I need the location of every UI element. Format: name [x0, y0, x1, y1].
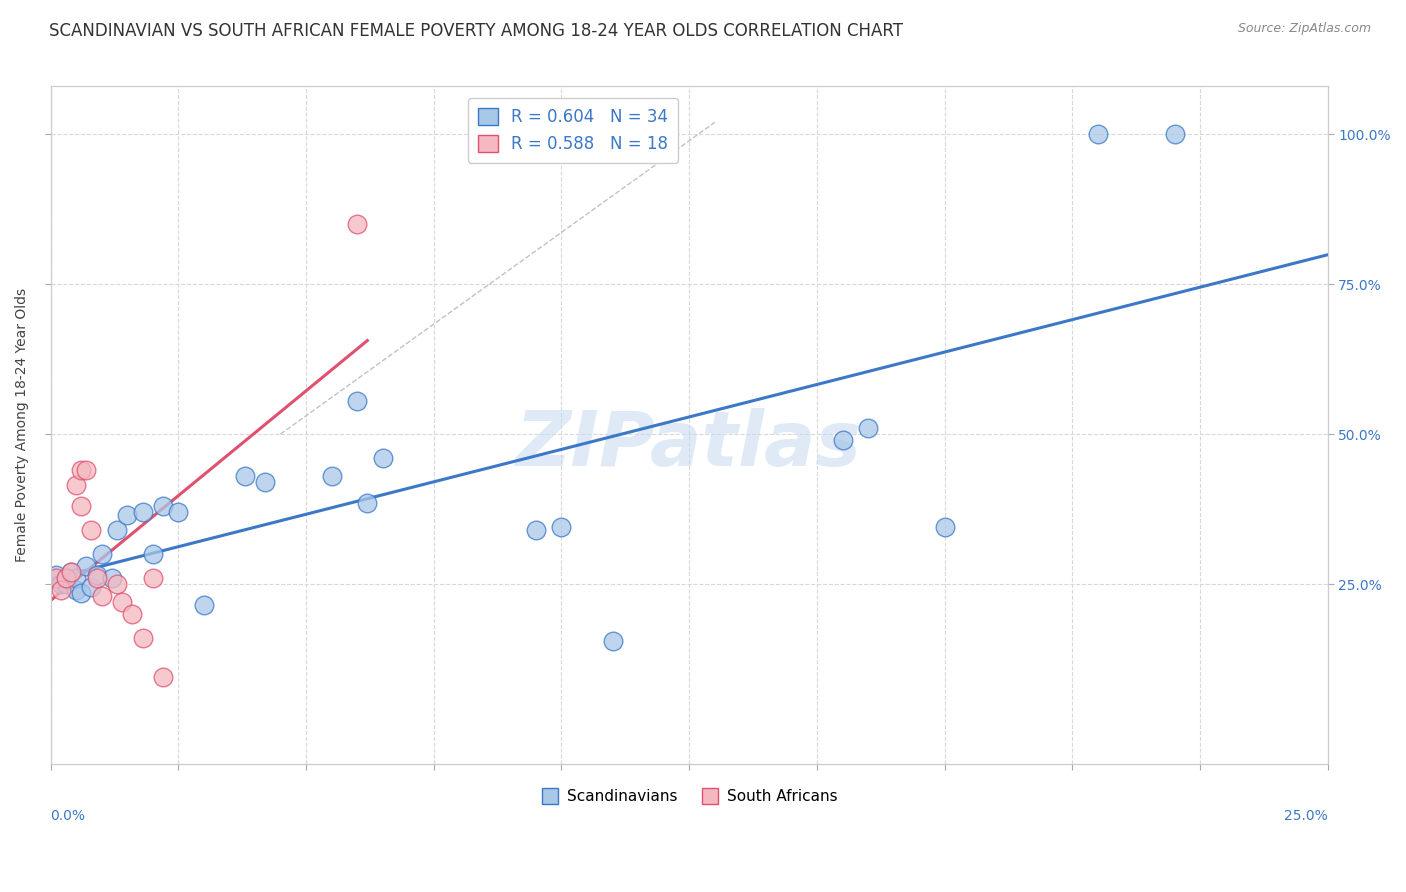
Point: [346, 394, 368, 409]
Point: [45, 571, 67, 585]
Legend: Scandinavians, South Africans: Scandinavians, South Africans: [536, 783, 844, 811]
Point: [321, 469, 343, 483]
Point: [75, 559, 97, 574]
Point: [55, 571, 77, 585]
Text: 25.0%: 25.0%: [1284, 809, 1327, 822]
Point: [80, 523, 103, 537]
Point: [167, 505, 190, 519]
Point: [90, 547, 112, 561]
Point: [65, 478, 87, 492]
Point: [131, 505, 153, 519]
Point: [65, 582, 87, 597]
Point: [142, 547, 165, 561]
Point: [75, 463, 97, 477]
Point: [80, 580, 103, 594]
Point: [45, 568, 67, 582]
Point: [55, 577, 77, 591]
Point: [115, 508, 138, 522]
Point: [90, 589, 112, 603]
Point: [55, 571, 77, 585]
Point: [142, 571, 165, 585]
Point: [70, 586, 93, 600]
Point: [49, 582, 72, 597]
Point: [152, 499, 174, 513]
Text: ZIPatlas: ZIPatlas: [516, 409, 862, 483]
Point: [59, 565, 82, 579]
Text: Source: ZipAtlas.com: Source: ZipAtlas.com: [1237, 22, 1371, 36]
Point: [105, 523, 128, 537]
Point: [524, 523, 547, 537]
Point: [131, 631, 153, 645]
Point: [934, 520, 956, 534]
Point: [831, 433, 853, 447]
Point: [254, 475, 277, 489]
Text: SCANDINAVIAN VS SOUTH AFRICAN FEMALE POVERTY AMONG 18-24 YEAR OLDS CORRELATION C: SCANDINAVIAN VS SOUTH AFRICAN FEMALE POV…: [49, 22, 903, 40]
Point: [602, 634, 624, 648]
Point: [346, 217, 368, 231]
Point: [550, 520, 572, 534]
Point: [49, 577, 72, 591]
Point: [193, 598, 215, 612]
Point: [121, 607, 143, 621]
Point: [856, 421, 879, 435]
Point: [152, 670, 174, 684]
Point: [101, 571, 124, 585]
Y-axis label: Female Poverty Among 18-24 Year Olds: Female Poverty Among 18-24 Year Olds: [15, 288, 30, 562]
Point: [1163, 128, 1185, 142]
Point: [111, 595, 134, 609]
Point: [105, 577, 128, 591]
Point: [371, 451, 394, 466]
Point: [59, 565, 82, 579]
Point: [1087, 128, 1109, 142]
Point: [65, 571, 87, 585]
Text: 0.0%: 0.0%: [51, 809, 86, 822]
Point: [233, 469, 256, 483]
Point: [86, 571, 108, 585]
Point: [86, 568, 108, 582]
Point: [70, 499, 93, 513]
Point: [70, 463, 93, 477]
Point: [356, 496, 378, 510]
